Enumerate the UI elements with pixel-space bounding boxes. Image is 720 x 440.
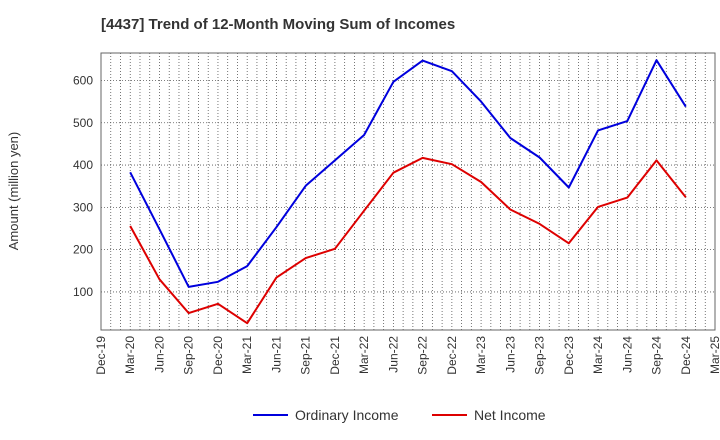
x-tick-label: Mar-24: [591, 336, 605, 374]
legend-label: Net Income: [474, 407, 546, 423]
y-axis-ticks: 100 200 300 400 500 600: [73, 73, 93, 298]
y-tick-label: 300: [73, 200, 93, 214]
legend: Ordinary Income Net Income: [253, 407, 546, 423]
x-tick-label: Sep-21: [299, 336, 313, 375]
chart-title: [4437] Trend of 12-Month Moving Sum of I…: [101, 16, 456, 33]
y-tick-label: 100: [73, 285, 93, 299]
x-tick-label: Sep-23: [533, 336, 547, 375]
x-tick-label: Dec-21: [328, 336, 342, 375]
x-tick-label: Jun-23: [503, 336, 517, 373]
x-tick-label: Dec-19: [94, 336, 108, 375]
x-tick-label: Sep-22: [416, 336, 430, 375]
y-axis-title: Amount (million yen): [6, 132, 21, 251]
x-tick-label: Dec-23: [562, 336, 576, 375]
x-tick-label: Dec-24: [679, 336, 693, 375]
y-tick-label: 500: [73, 116, 93, 130]
x-tick-label: Dec-22: [445, 336, 459, 375]
x-tick-label: Mar-25: [708, 336, 720, 374]
x-tick-label: Jun-22: [386, 336, 400, 373]
plot-area-frame: [100, 52, 716, 331]
x-tick-label: Dec-20: [211, 336, 225, 375]
x-tick-label: Mar-21: [240, 336, 254, 374]
grid-layer: [101, 53, 715, 330]
legend-label: Ordinary Income: [295, 407, 399, 423]
x-tick-label: Jun-21: [269, 336, 283, 373]
x-tick-label: Jun-24: [620, 336, 634, 373]
x-tick-label: Jun-20: [152, 336, 166, 373]
y-tick-label: 600: [73, 73, 93, 87]
series-line-ordinary-income: [129, 59, 687, 288]
series-line-net-income: [129, 156, 687, 325]
y-tick-label: 200: [73, 243, 93, 257]
x-tick-label: Mar-22: [357, 336, 371, 374]
series-layer: [129, 59, 687, 325]
x-tick-label: Sep-24: [650, 336, 664, 375]
x-tick-label: Mar-23: [474, 336, 488, 374]
y-tick-label: 400: [73, 158, 93, 172]
x-axis-ticks: Dec-19 Mar-20 Jun-20 Sep-20 Dec-20 Mar-21 Jun-…: [94, 336, 720, 375]
x-tick-label: Sep-20: [182, 336, 196, 375]
x-tick-label: Mar-20: [123, 336, 137, 374]
